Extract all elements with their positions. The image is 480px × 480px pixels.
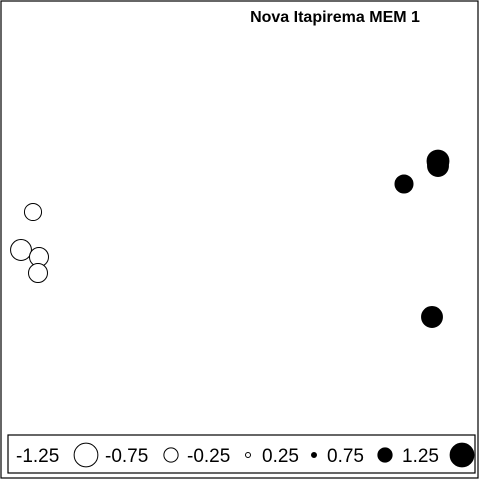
legend-marker <box>311 452 317 458</box>
legend-label: 0.25 <box>262 446 299 467</box>
legend-label: -0.25 <box>187 446 230 467</box>
data-point <box>394 174 414 194</box>
legend-label: 0.75 <box>327 446 364 467</box>
legend-label: -0.75 <box>105 446 148 467</box>
data-point <box>10 239 32 261</box>
legend-label: 1.25 <box>402 446 439 467</box>
legend: -1.25 -0.75 -0.25 0.25 0.75 1.25 <box>16 442 475 468</box>
legend-marker <box>449 442 475 468</box>
data-point <box>28 263 48 283</box>
data-point <box>421 306 443 328</box>
data-point <box>23 202 43 222</box>
legend-marker <box>377 447 393 463</box>
chart-title: Nova Itapirema MEM 1 <box>250 9 420 26</box>
legend-marker <box>73 442 99 468</box>
legend-marker <box>245 452 251 458</box>
data-point <box>426 149 450 173</box>
points-layer <box>10 149 450 328</box>
legend-label: -1.25 <box>16 446 59 467</box>
legend-marker <box>163 447 179 463</box>
